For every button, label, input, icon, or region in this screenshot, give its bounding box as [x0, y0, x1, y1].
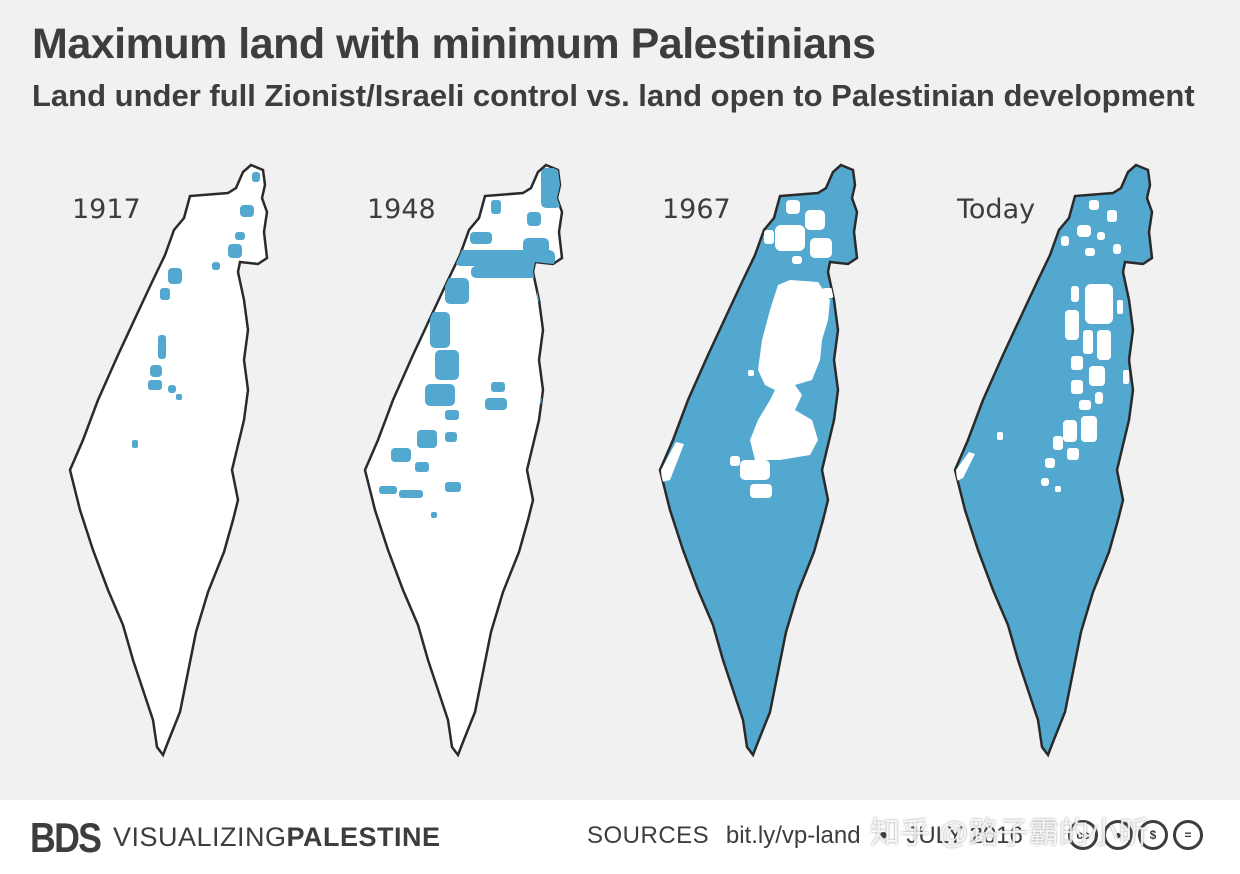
bds-logo: BDS [30, 814, 102, 861]
sources-line: SOURCES bit.ly/vp-land • JULY 2016 [587, 822, 1023, 850]
map-year-label: 1917 [72, 194, 141, 225]
map-1967: 1967 [658, 163, 859, 757]
map-today: Today [953, 163, 1154, 757]
brand-bold-text: PALESTINE [286, 822, 441, 852]
palestinian-open-land [661, 200, 834, 498]
footer-bar: BDS VISUALIZINGPALESTINE SOURCES bit.ly/… [0, 800, 1240, 874]
nc-icon: $ [1138, 820, 1168, 850]
sources-label: SOURCES [587, 822, 710, 849]
palestinian-open-land [956, 200, 1129, 492]
brand-wordmark: VISUALIZINGPALESTINE [113, 822, 441, 853]
west-bank-region [750, 280, 830, 460]
cc-icon: cc [1068, 820, 1098, 850]
nd-icon: = [1173, 820, 1203, 850]
map-1948: 1948 [363, 163, 564, 757]
sources-link[interactable]: bit.ly/vp-land [725, 822, 861, 849]
map-panel: Maximum land with minimum Palestinians L… [32, 20, 1195, 757]
by-icon: ● [1103, 820, 1133, 850]
controlled-land-areas [379, 168, 561, 518]
coastal-strip-open [661, 442, 684, 482]
sources-separator: • [879, 822, 888, 849]
map-1917: 1917 [68, 163, 269, 757]
map-year-label: Today [956, 194, 1035, 225]
watermark-text: 知乎 @路子霸的小昕 [870, 817, 1149, 850]
license-badges: cc ● $ = [1068, 820, 1203, 850]
publication-date: JULY 2016 [906, 822, 1023, 849]
map-year-label: 1967 [662, 194, 731, 225]
page-subtitle: Land under full Zionist/Israeli control … [32, 78, 1195, 113]
maps-canvas: 1917 1948 [68, 163, 1154, 757]
controlled-land-areas [132, 172, 260, 448]
coastal-strip-open [956, 452, 975, 481]
map-year-label: 1948 [367, 194, 436, 225]
page-title: Maximum land with minimum Palestinians [32, 20, 876, 68]
brand-light-text: VISUALIZING [113, 822, 287, 852]
